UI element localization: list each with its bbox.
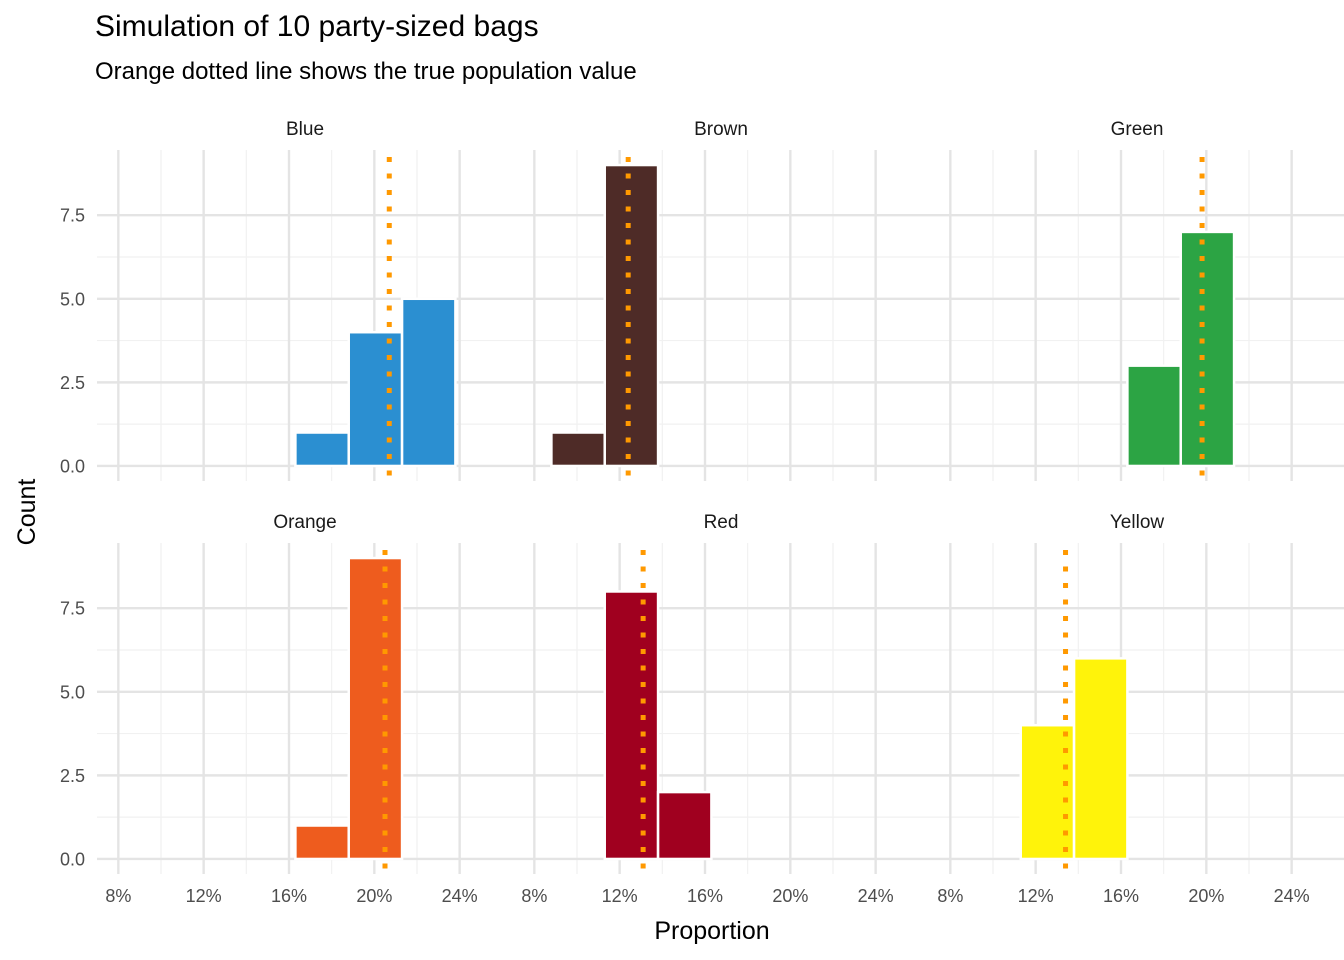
x-tick-label: 20% — [1188, 886, 1224, 906]
x-tick-label: 12% — [602, 886, 638, 906]
facet-label: Yellow — [1110, 512, 1165, 533]
facet-orange: Orange 0.0 2.5 5.0 7.5 8% 12% 16% 20% 24% — [60, 512, 513, 906]
facet-label: Blue — [286, 119, 324, 140]
y-tick-label: 7.5 — [60, 206, 85, 226]
facet-label: Green — [1111, 119, 1164, 140]
y-tick-label: 7.5 — [60, 599, 85, 619]
y-axis-title: Count — [13, 479, 41, 546]
x-tick-label: 8% — [521, 886, 547, 906]
y-tick-label: 0.0 — [60, 849, 85, 869]
facet-brown: Brown — [513, 119, 929, 481]
facet-label: Orange — [273, 512, 336, 533]
x-tick-label: 16% — [271, 886, 307, 906]
histogram-bar — [656, 790, 713, 861]
facet-red: Red 8% 12% 16% 20% 24% — [513, 512, 929, 906]
x-tick-label: 16% — [1103, 886, 1139, 906]
histogram-bar — [400, 297, 457, 468]
x-axis-title: Proportion — [654, 917, 769, 945]
chart-title: Simulation of 10 party-sized bags — [95, 10, 539, 43]
facet-green: Green — [929, 119, 1344, 481]
histogram-bar — [603, 163, 660, 468]
facet-blue: Blue 0.0 2.5 5.0 7.5 — [60, 119, 513, 481]
x-tick-label: 12% — [1018, 886, 1054, 906]
x-tick-label: 24% — [442, 886, 478, 906]
histogram-bar — [550, 431, 606, 468]
histogram-bar — [294, 431, 350, 468]
x-tick-label: 8% — [105, 886, 131, 906]
histogram-bar — [1019, 723, 1076, 861]
x-tick-label: 24% — [1274, 886, 1310, 906]
histogram-bar — [347, 330, 404, 468]
x-tick-label: 12% — [186, 886, 222, 906]
facet-label: Red — [704, 512, 739, 533]
y-tick-label: 5.0 — [60, 682, 85, 702]
x-tick-label: 16% — [687, 886, 723, 906]
x-tick-label: 20% — [772, 886, 808, 906]
histogram-bar — [603, 590, 660, 861]
y-tick-label: 2.5 — [60, 373, 85, 393]
facet-label: Brown — [694, 119, 748, 140]
y-tick-label: 2.5 — [60, 766, 85, 786]
histogram-bar — [294, 824, 350, 861]
y-tick-label: 0.0 — [60, 456, 85, 476]
chart-subtitle: Orange dotted line shows the true popula… — [95, 58, 637, 85]
histogram-bar — [1072, 657, 1129, 861]
histogram-bar — [1126, 364, 1182, 468]
x-tick-label: 20% — [356, 886, 392, 906]
x-tick-label: 8% — [937, 886, 963, 906]
x-tick-label: 24% — [858, 886, 894, 906]
facet-yellow: Yellow 8% 12% 16% 20% 24% — [929, 512, 1344, 906]
histogram-bar — [347, 556, 404, 861]
y-tick-label: 5.0 — [60, 289, 85, 309]
histogram-bar — [1179, 230, 1236, 468]
